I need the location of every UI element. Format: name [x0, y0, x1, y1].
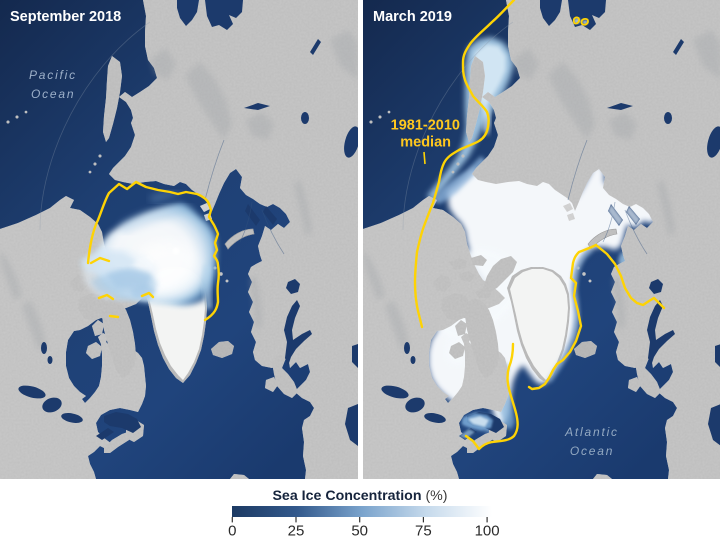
svg-text:Ocean: Ocean [31, 87, 75, 101]
svg-text:Atlantic: Atlantic [564, 425, 619, 439]
svg-text:Sea Ice Concentration (%): Sea Ice Concentration (%) [272, 488, 447, 504]
svg-text:1981-2010: 1981-2010 [391, 118, 460, 134]
svg-text:Ocean: Ocean [570, 444, 614, 458]
svg-text:50: 50 [351, 523, 368, 540]
svg-text:Pacific: Pacific [29, 68, 77, 82]
svg-text:median: median [400, 135, 451, 151]
svg-text:75: 75 [415, 523, 432, 540]
svg-text:25: 25 [288, 523, 305, 540]
svg-text:September 2018: September 2018 [10, 9, 121, 25]
svg-text:March 2019: March 2019 [373, 9, 452, 25]
svg-text:0: 0 [228, 523, 236, 540]
svg-text:100: 100 [475, 523, 500, 540]
